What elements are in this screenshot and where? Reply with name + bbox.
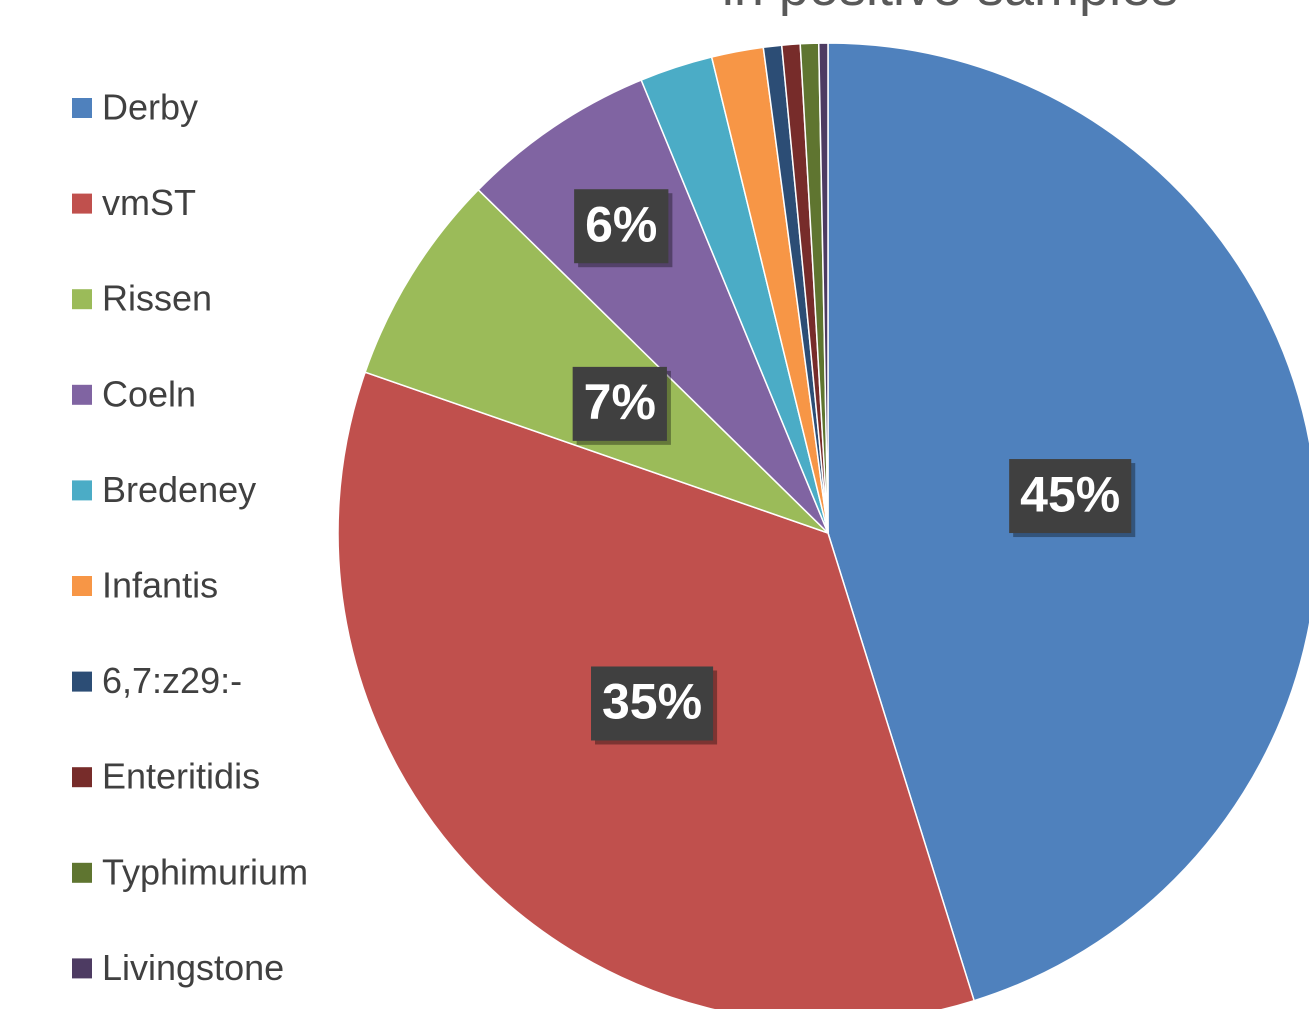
legend-swatch [72, 671, 92, 692]
legend-label: Typhimurium [102, 851, 308, 892]
data-label: 7% [584, 374, 656, 430]
data-label-box [591, 666, 714, 741]
legend-label: 6,7:z29:- [102, 660, 242, 701]
legend-swatch [72, 384, 92, 405]
data-label-box [572, 366, 667, 441]
legend-swatch [72, 193, 92, 214]
data-label-box [574, 189, 669, 264]
legend-swatch [72, 289, 92, 310]
legend-swatch [72, 958, 92, 979]
legend-swatch [72, 480, 92, 501]
legend-swatch [72, 576, 92, 596]
legend-label: Rissen [102, 278, 212, 319]
legend-label: Livingstone [102, 947, 284, 988]
legend-label: Infantis [102, 565, 218, 606]
legend-swatch [72, 767, 92, 788]
pie-slice [477, 79, 829, 534]
pie-slice [817, 42, 829, 534]
data-label: 45% [1020, 466, 1120, 522]
data-label: 6% [585, 196, 657, 252]
legend-label: Bredeney [102, 469, 256, 510]
legend-label: vmST [102, 182, 196, 223]
legend-label: Enteritidis [102, 756, 260, 797]
legend-swatch [72, 98, 92, 118]
legend-label: Coeln [102, 373, 196, 414]
data-label-box [1009, 459, 1132, 534]
chart-title: in positive samples [722, 0, 1178, 17]
legend-label: Derby [102, 87, 198, 128]
pie-slice [364, 188, 829, 534]
data-label: 35% [602, 674, 702, 730]
legend-swatch [72, 862, 92, 883]
